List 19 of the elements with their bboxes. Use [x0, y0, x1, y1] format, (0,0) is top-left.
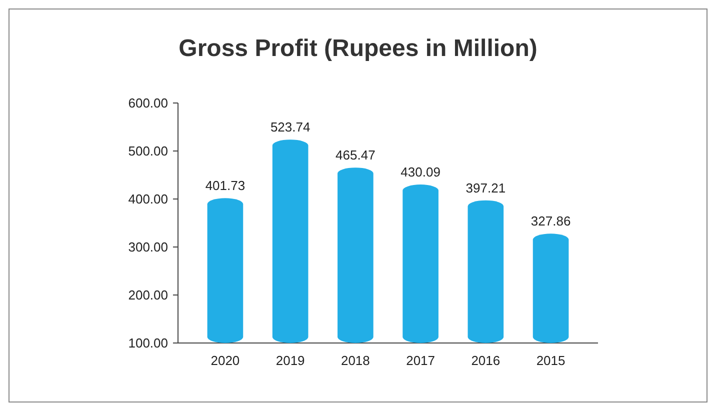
- data-label: 465.47: [336, 148, 376, 163]
- data-label: 397.21: [466, 180, 506, 196]
- chart-title: Gross Profit (Rupees in Million): [178, 35, 538, 62]
- y-tick-label: 400.00: [128, 192, 168, 207]
- data-label: 327.86: [530, 214, 571, 229]
- data-label: 430.09: [400, 164, 440, 180]
- x-tick-label: 2020: [210, 353, 240, 368]
- x-tick-label: 2018: [340, 353, 370, 368]
- x-tick-label: 2017: [406, 353, 436, 368]
- x-tick-label: 2015: [536, 353, 566, 368]
- x-tick-label: 2016: [471, 353, 500, 368]
- y-tick-label: 100.00: [128, 336, 168, 351]
- x-tick-label: 2019: [276, 353, 305, 368]
- y-tick-label: 500.00: [128, 144, 168, 159]
- data-label: 523.74: [270, 120, 310, 135]
- data-label: 401.73: [205, 178, 246, 194]
- y-tick-label: 600.00: [128, 96, 168, 111]
- y-tick-label: 300.00: [128, 240, 168, 255]
- y-tick-label: 200.00: [128, 288, 168, 303]
